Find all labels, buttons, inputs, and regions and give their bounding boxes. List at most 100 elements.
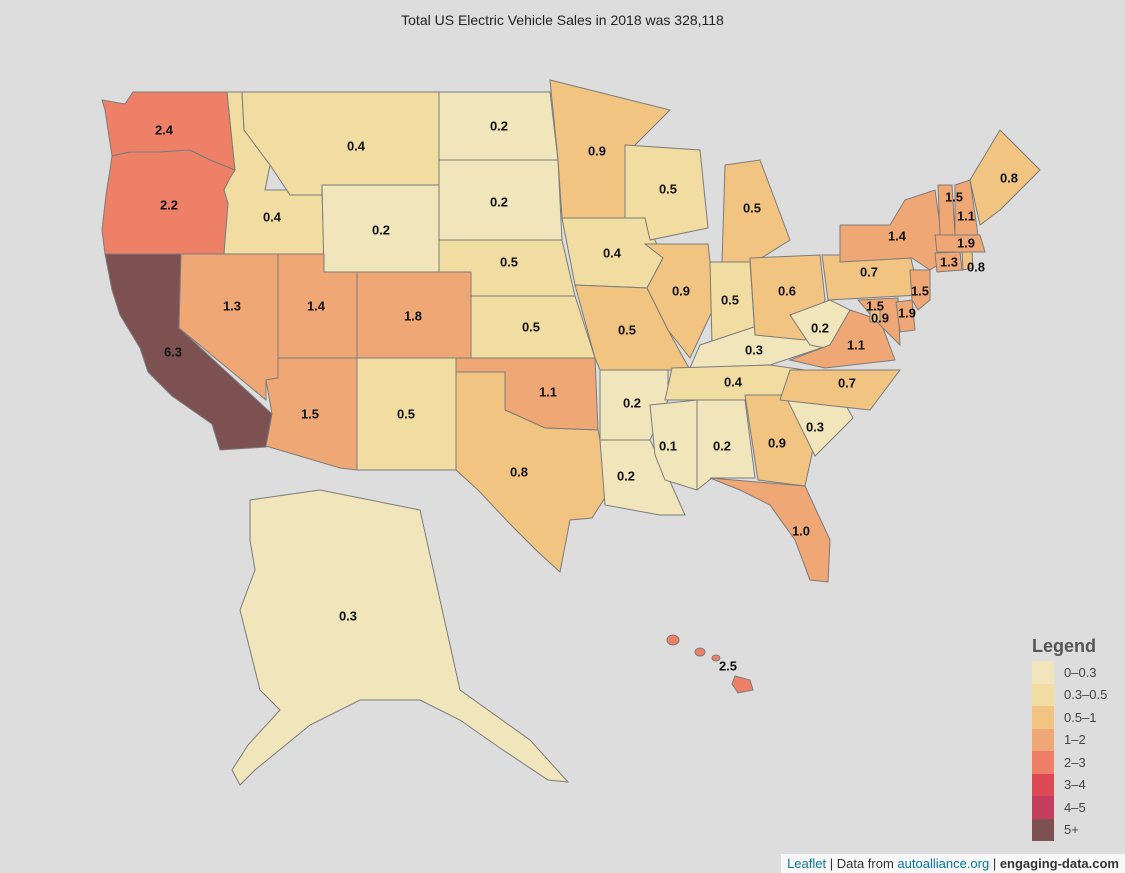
state-value-mt: 0.4	[347, 138, 366, 153]
legend-label: 3–4	[1064, 777, 1086, 793]
state-value-me: 0.8	[1000, 170, 1018, 185]
state-mi[interactable]	[721, 159, 791, 263]
state-value-ar: 0.2	[623, 395, 641, 410]
state-value-wi: 0.5	[659, 181, 677, 196]
state-value-in: 0.5	[721, 292, 739, 307]
state-ak[interactable]	[231, 489, 570, 786]
state-value-ga: 0.9	[768, 435, 786, 450]
state-nj[interactable]	[909, 269, 931, 311]
state-value-tx: 0.8	[510, 464, 528, 479]
legend-label: 0.3–0.5	[1064, 687, 1108, 703]
legend-swatch	[1032, 751, 1054, 774]
legend-swatch	[1032, 661, 1054, 684]
legend-item: 0.5–1	[1032, 706, 1122, 729]
legend-item: 1–2	[1032, 728, 1122, 751]
hawaii-island-1[interactable]	[666, 634, 680, 646]
state-value-nd: 0.2	[490, 118, 508, 133]
state-value-ok: 1.1	[539, 384, 557, 399]
state-nc[interactable]	[779, 369, 901, 411]
legend-item: 5+	[1032, 818, 1122, 841]
legend-label: 2–3	[1064, 754, 1086, 770]
legend-swatch	[1032, 683, 1054, 706]
state-value-tn: 0.4	[724, 374, 743, 389]
state-value-wv: 0.2	[811, 320, 829, 335]
state-value-fl: 1.0	[792, 523, 810, 538]
state-value-ne: 0.5	[500, 254, 518, 269]
state-value-nm: 0.5	[397, 406, 415, 421]
state-value-de: 1.9	[898, 305, 916, 320]
state-hi[interactable]	[731, 675, 754, 694]
legend-item: 0–0.3	[1032, 661, 1122, 684]
state-al[interactable]	[696, 399, 756, 492]
legend-title: Legend	[1032, 636, 1097, 656]
state-shapes	[101, 79, 1041, 786]
hawaii-island-3[interactable]	[711, 654, 721, 662]
legend-item: 2–3	[1032, 751, 1122, 774]
state-value-la: 0.2	[617, 468, 635, 483]
state-il[interactable]	[643, 243, 716, 359]
state-value-ma: 1.9	[957, 235, 975, 250]
state-tx[interactable]	[455, 371, 611, 573]
state-value-nj: 1.5	[911, 283, 929, 298]
state-value-ct: 1.3	[940, 254, 958, 269]
state-value-wy: 0.2	[372, 222, 390, 237]
legend-item: 0.3–0.5	[1032, 683, 1122, 706]
legend-label: 5+	[1064, 822, 1079, 838]
state-value-mi: 0.5	[743, 200, 761, 215]
state-value-sd: 0.2	[490, 194, 508, 209]
state-value-nc: 0.7	[838, 375, 856, 390]
state-value-sc: 0.3	[806, 419, 824, 434]
legend-item: 4–5	[1032, 796, 1122, 819]
legend-swatch	[1032, 773, 1054, 796]
state-me[interactable]	[969, 129, 1041, 226]
state-value-mo: 0.5	[618, 322, 636, 337]
map-title: Total US Electric Vehicle Sales in 2018 …	[401, 12, 724, 28]
state-value-pa: 0.7	[860, 264, 878, 279]
legend-label: 4–5	[1064, 799, 1086, 815]
state-value-nv: 1.3	[223, 298, 241, 313]
state-value-dc: 0.9	[871, 310, 889, 325]
hawaii-island-2[interactable]	[694, 647, 706, 657]
state-mt[interactable]	[241, 91, 440, 196]
state-value-wa: 2.4	[155, 122, 174, 137]
state-dc[interactable]	[869, 309, 881, 323]
state-value-il: 0.9	[672, 283, 690, 298]
source-link[interactable]: autoalliance.org	[897, 856, 990, 871]
state-value-vt: 1.5	[945, 189, 963, 204]
state-value-ks: 0.5	[522, 319, 540, 334]
legend-label: 0–0.3	[1064, 664, 1097, 680]
state-fl[interactable]	[709, 477, 831, 583]
state-value-id: 0.4	[263, 209, 282, 224]
state-value-ca: 6.3	[164, 344, 182, 359]
state-value-ny: 1.4	[888, 228, 907, 243]
state-value-ri: 0.8	[967, 259, 985, 274]
leaflet-link[interactable]: Leaflet	[787, 856, 827, 871]
state-value-ky: 0.3	[745, 342, 763, 357]
state-value-hi: 2.5	[719, 658, 737, 673]
legend-swatch	[1032, 706, 1054, 729]
state-value-or: 2.2	[160, 197, 178, 212]
state-value-ut: 1.4	[307, 298, 326, 313]
state-value-nh: 1.1	[957, 208, 975, 223]
attribution-sep2: |	[989, 856, 1000, 871]
state-value-al: 0.2	[713, 438, 731, 453]
site-name: engaging-data.com	[999, 856, 1119, 871]
attribution-sep1: | Data from	[826, 856, 898, 871]
state-value-oh: 0.6	[778, 283, 796, 298]
state-de[interactable]	[895, 299, 916, 333]
state-value-md: 1.5	[866, 298, 884, 313]
state-ms[interactable]	[649, 399, 698, 491]
state-value-mn: 0.9	[588, 143, 606, 158]
state-value-co: 1.8	[404, 308, 422, 323]
legend: Legend 0–0.3 0.3–0.5 0.5–1 1–2 2–3 3–4 4–5 5+	[1032, 636, 1122, 841]
state-value-va: 1.1	[847, 337, 865, 352]
state-value-ak: 0.3	[339, 608, 357, 623]
state-la[interactable]	[599, 439, 686, 516]
state-value-labels: 2.4 2.2 6.3 0.4 1.3 0.4 0.2 1.4 1.5 1.8 0.5 0.2 0.2 0…	[155, 118, 1018, 673]
state-value-az: 1.5	[301, 406, 319, 421]
state-nh[interactable]	[954, 179, 979, 236]
state-wi[interactable]	[624, 144, 709, 241]
legend-label: 1–2	[1064, 732, 1086, 748]
legend-swatch	[1032, 796, 1054, 819]
